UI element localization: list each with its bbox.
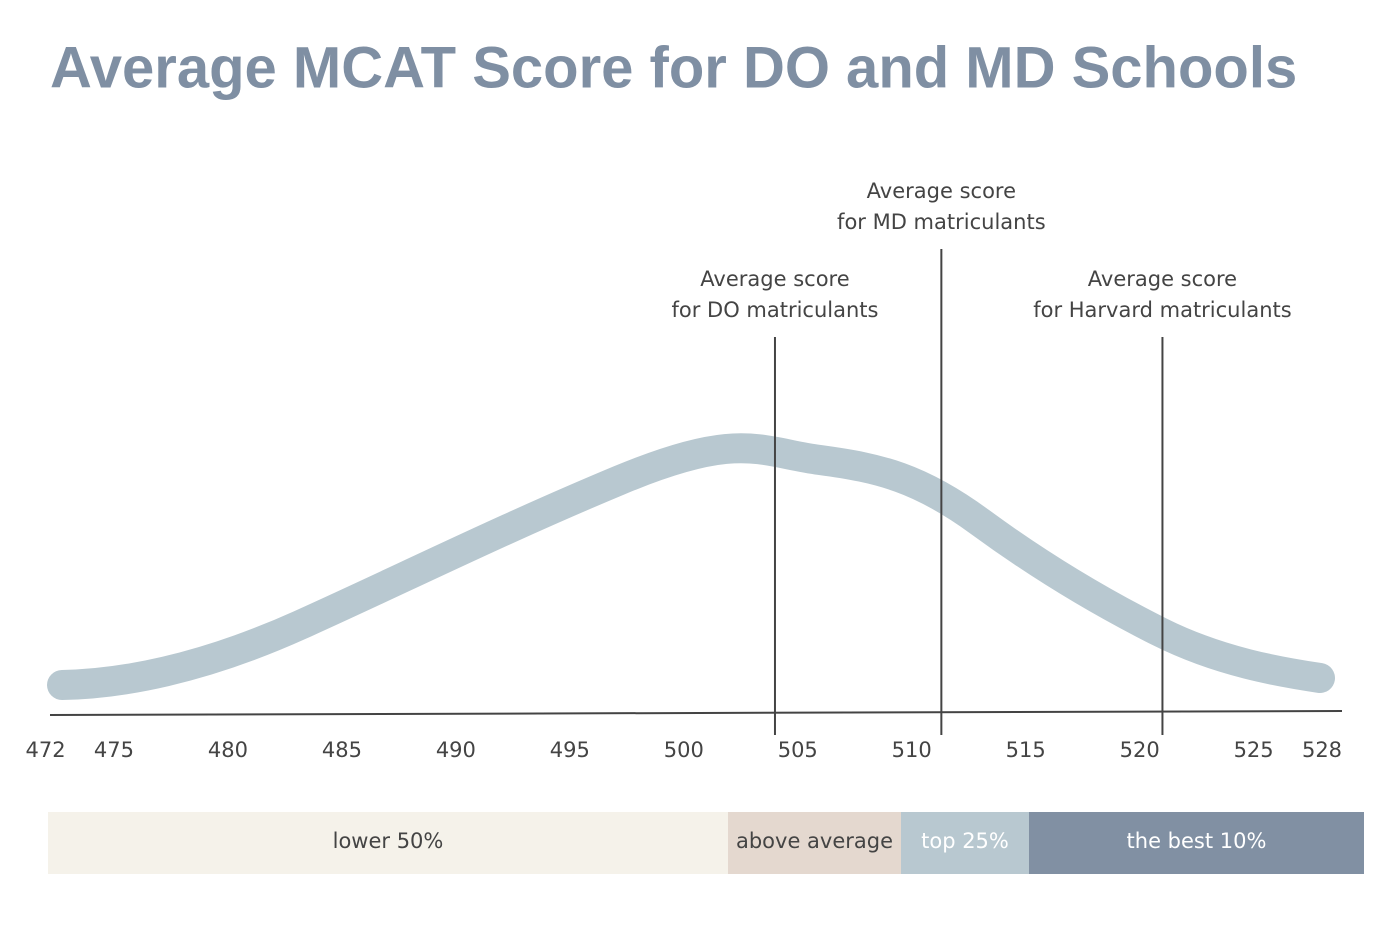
- chart-title: Average MCAT Score for DO and MD Schools: [50, 35, 1297, 100]
- band-label: top 25%: [921, 829, 1009, 853]
- x-tick-label: 525: [1234, 738, 1274, 762]
- annotation-text: for Harvard matriculants: [1033, 298, 1291, 322]
- x-tick-label: 520: [1120, 738, 1160, 762]
- x-tick-label: 505: [778, 738, 818, 762]
- band-label: above average: [736, 829, 893, 853]
- band: [1029, 812, 1364, 874]
- x-tick-label: 472: [26, 738, 66, 762]
- annotation-text: Average score: [1088, 267, 1237, 291]
- annotation-text: for DO matriculants: [671, 298, 878, 322]
- band-label: lower 50%: [333, 829, 444, 853]
- x-tick-label: 510: [892, 738, 932, 762]
- annotation-text: Average score: [867, 179, 1016, 203]
- x-tick-label: 515: [1006, 738, 1046, 762]
- x-tick-label: 480: [208, 738, 248, 762]
- x-tick-label: 485: [322, 738, 362, 762]
- band-label: the best 10%: [1127, 829, 1267, 853]
- band: [901, 812, 1029, 874]
- band: [728, 812, 901, 874]
- annotation-text: for MD matriculants: [837, 210, 1046, 234]
- x-tick-label: 528: [1302, 738, 1342, 762]
- annotation-text: Average score: [700, 267, 849, 291]
- x-tick-label: 490: [436, 738, 476, 762]
- x-tick-label: 500: [664, 738, 704, 762]
- bell-curve: [47, 433, 1335, 700]
- band: [48, 812, 728, 874]
- x-tick-label: 475: [94, 738, 134, 762]
- x-axis: [49, 710, 1343, 716]
- x-tick-label: 495: [550, 738, 590, 762]
